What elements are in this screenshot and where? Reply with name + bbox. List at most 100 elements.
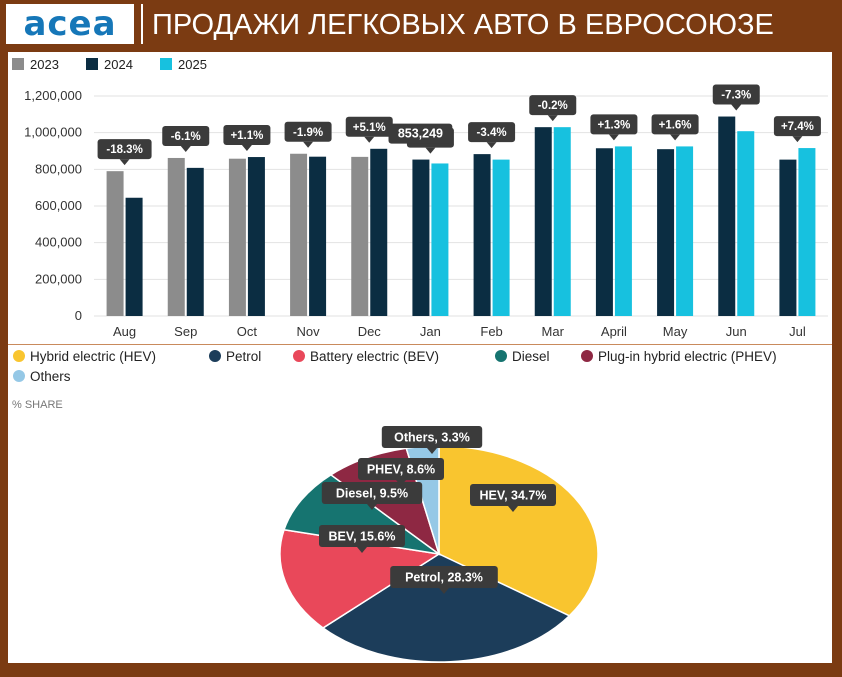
change-bubble-pointer xyxy=(670,134,681,141)
bar-2024-Jan xyxy=(412,159,430,316)
y-tick-label: 1,200,000 xyxy=(24,88,82,103)
change-bubble-pointer xyxy=(119,159,130,166)
change-label: -6.1% xyxy=(171,131,201,143)
change-bubble: -1.9% xyxy=(284,121,332,148)
bar-2024-Feb xyxy=(473,154,491,316)
pie-legend-swatch xyxy=(13,370,25,382)
pie-label-phev: PHEV, 8.6% xyxy=(358,458,444,486)
change-label: -3.4% xyxy=(477,127,507,139)
pie-label-hev: HEV, 34.7% xyxy=(470,484,556,512)
change-label: +1.1% xyxy=(230,130,263,142)
pie-label-pointer xyxy=(367,504,377,510)
pie-legend-label: Others xyxy=(30,369,71,384)
y-tick-label: 0 xyxy=(75,308,82,323)
x-tick-label: Nov xyxy=(297,324,321,339)
acea-logo-text: acea xyxy=(23,4,117,44)
legend-swatch-2023 xyxy=(12,58,24,70)
change-bubble-pointer xyxy=(364,136,375,143)
change-bubble-box xyxy=(773,116,821,137)
bar-2025-Feb xyxy=(492,159,510,316)
bar-2023-Aug xyxy=(106,171,124,316)
legend-label-2023: 2023 xyxy=(30,57,59,72)
pie-slice-petrol xyxy=(321,553,571,663)
bar-2025-April xyxy=(614,146,632,316)
change-bubble: -7.3% xyxy=(712,84,760,111)
hover-value-box xyxy=(388,123,453,144)
x-tick-label: Feb xyxy=(480,324,502,339)
x-tick-label: Mar xyxy=(542,324,565,339)
x-tick-label: Sep xyxy=(174,324,197,339)
bar-2024-Jun xyxy=(718,116,736,317)
change-bubble-pointer xyxy=(731,104,742,111)
change-bubble-pointer xyxy=(608,134,619,141)
pie-chart-panel: Hybrid electric (HEV) Petrol Battery elect… xyxy=(8,345,832,663)
pie-label-box xyxy=(390,566,498,588)
bar-2024-Mar xyxy=(534,127,552,317)
x-tick-label: Jul xyxy=(789,324,806,339)
x-tick-label: Jun xyxy=(726,324,747,339)
bar-chart: 2023 2024 2025 0 200,000 400,000 600,000 800,00… xyxy=(12,57,828,339)
header-bar: acea ПРОДАЖИ ЛЕГКОВЫХ АВТО В ЕВРОСОЮЗЕ xyxy=(0,0,842,50)
y-tick-label: 800,000 xyxy=(35,161,82,176)
pie-legend-label: Hybrid electric (HEV) xyxy=(30,349,156,364)
change-label: -0.2% xyxy=(538,100,568,112)
pie-label-box xyxy=(470,484,556,506)
pie-label-diesel: Diesel, 9.5% xyxy=(321,482,423,510)
bar-2023-Nov xyxy=(290,153,308,316)
acea-logo: acea xyxy=(6,4,134,44)
change-bubble-box xyxy=(97,139,152,160)
change-label: +5.1% xyxy=(353,122,386,134)
pie-legend-swatch xyxy=(13,350,25,362)
header-divider xyxy=(141,4,143,44)
pie-legend-swatch xyxy=(495,350,507,362)
bar-2023-Oct xyxy=(228,158,246,316)
pie-label-others: Others, 3.3% xyxy=(381,426,483,454)
change-bubble-box xyxy=(529,95,577,116)
legend-swatch-2025 xyxy=(160,58,172,70)
change-bubble: -0.2% xyxy=(529,95,577,122)
pie-chart: Hybrid electric (HEV) Petrol Battery elect… xyxy=(12,349,777,663)
change-bubble-pointer xyxy=(241,145,252,152)
change-label: +1.3% xyxy=(597,119,630,131)
bar-2024-Nov xyxy=(309,156,327,316)
change-bubble-box xyxy=(345,116,393,137)
bar-2024-April xyxy=(595,148,613,316)
change-bubble-pointer xyxy=(792,136,803,143)
pie-legend-label: Diesel xyxy=(512,349,550,364)
pie-label-pointer xyxy=(439,588,449,594)
y-tick-label: 200,000 xyxy=(35,271,82,286)
change-bubble-box xyxy=(223,125,271,146)
bar-2025-Jul xyxy=(798,148,816,316)
bar-2024-Sep xyxy=(186,167,204,316)
change-label: -7.3% xyxy=(721,90,751,102)
x-tick-label: Aug xyxy=(113,324,136,339)
change-bubble: -18.3% xyxy=(97,139,152,166)
bar-2023-Dec xyxy=(351,156,369,316)
bar-2025-Jun xyxy=(737,131,755,316)
x-tick-label: Jan xyxy=(420,324,441,339)
bar-2024-May xyxy=(657,149,675,316)
change-bubble-box xyxy=(284,121,332,142)
pie-label-bev: BEV, 15.6% xyxy=(319,525,405,553)
change-bubble-pointer xyxy=(303,141,314,148)
change-bubble: -6.1% xyxy=(162,125,210,152)
pie-label-box xyxy=(321,482,423,504)
change-label: -1.9% xyxy=(293,127,323,139)
bar-2024-Oct xyxy=(247,157,265,316)
change-bubble-pointer xyxy=(425,147,436,154)
bar-2025-Mar xyxy=(553,127,571,317)
pie-label-pointer xyxy=(508,506,518,512)
change-bubble-box xyxy=(468,122,516,143)
x-tick-label: Oct xyxy=(237,324,258,339)
change-bubble-box xyxy=(712,84,760,105)
pie-label-petrol: Petrol, 28.3% xyxy=(390,566,498,594)
pie-label-box xyxy=(319,525,405,547)
pie-label-box xyxy=(381,426,483,448)
bar-2023-Sep xyxy=(167,157,185,316)
bar-2025-Jan xyxy=(431,163,449,316)
pie-label-text: Others, 3.3% xyxy=(394,431,470,445)
x-tick-label: Dec xyxy=(358,324,382,339)
change-bubble-pointer xyxy=(180,145,191,152)
change-bubble-box xyxy=(590,114,638,135)
bar-2024-Aug xyxy=(125,197,143,316)
